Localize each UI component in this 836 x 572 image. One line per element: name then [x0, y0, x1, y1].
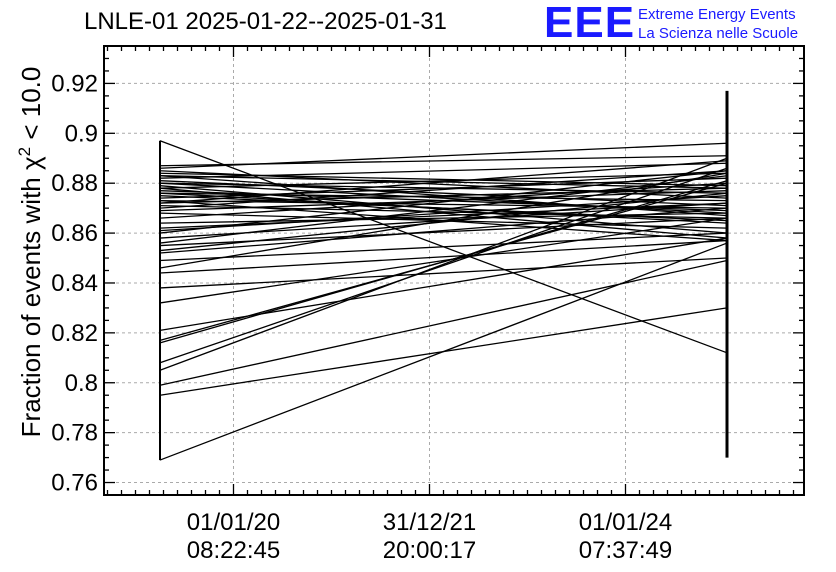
y-axis-title-prefix: Fraction of events with	[16, 170, 46, 437]
data-line	[159, 182, 728, 341]
data-line	[159, 192, 728, 224]
chart-title: LNLE-01 2025-01-22--2025-01-31	[84, 8, 447, 35]
y-tick-label: 0.84	[51, 270, 98, 297]
data-line	[159, 259, 728, 386]
data-line	[159, 167, 728, 364]
logo-text-line1: Extreme Energy Events	[638, 6, 796, 23]
y-tick-label: 0.76	[51, 470, 98, 497]
y-axis-title: Fraction of events with χ2 < 10.0	[15, 67, 46, 438]
data-line	[159, 217, 728, 304]
data-line	[159, 232, 728, 262]
data-line	[159, 307, 728, 396]
data-line	[159, 190, 728, 212]
y-tick-label: 0.8	[65, 370, 98, 397]
data-line	[159, 239, 728, 274]
x-tick-label-time: 07:37:49	[579, 537, 672, 564]
x-tick-label-date: 01/01/20	[187, 509, 280, 536]
x-tick-label-time: 20:00:17	[383, 537, 476, 564]
data-line	[159, 170, 728, 234]
y-tick-label: 0.78	[51, 420, 98, 447]
data-line	[159, 180, 728, 207]
y-tick-label: 0.86	[51, 220, 98, 247]
data-line	[159, 202, 728, 229]
x-tick-label-time: 08:22:45	[187, 537, 280, 564]
eee-logo: EEE Extreme Energy Events La Scienza nel…	[544, 0, 834, 47]
data-line	[159, 155, 728, 167]
eee-logo-mark: EEE	[544, 0, 636, 47]
x-tick-label-date: 01/01/24	[579, 509, 672, 536]
y-tick-label: 0.92	[51, 70, 98, 97]
data-line	[159, 175, 728, 244]
data-line	[159, 172, 728, 189]
data-line	[159, 160, 728, 204]
data-line	[159, 257, 728, 289]
x-tick-label-date: 31/12/21	[383, 509, 476, 536]
y-axis-title-symbol: χ	[16, 156, 46, 170]
data-line	[159, 237, 728, 332]
y-tick-label: 0.88	[51, 170, 98, 197]
data-line	[159, 182, 728, 214]
data-layer	[159, 90, 729, 461]
logo-text-line2: La Scienza nelle Scuole	[638, 25, 799, 42]
data-line	[159, 212, 728, 224]
y-axis-title-suffix: < 10.0	[16, 67, 46, 147]
labels-layer: 0.76 0.78 0.8 0.82 0.84 0.86 0.88 0.9 0.92 01/01/…	[51, 70, 672, 564]
y-axis-title-sup: 2	[15, 147, 34, 156]
data-line	[159, 192, 728, 252]
axes-layer	[103, 45, 805, 496]
data-line	[159, 172, 728, 269]
y-tick-label: 0.9	[65, 120, 98, 147]
y-tick-label: 0.82	[51, 320, 98, 347]
